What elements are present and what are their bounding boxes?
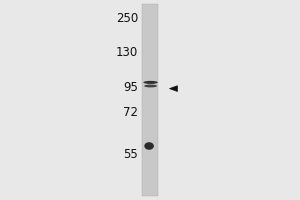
Text: 130: 130 [116, 46, 138, 60]
Text: 72: 72 [123, 106, 138, 119]
Polygon shape [169, 86, 177, 91]
Text: 250: 250 [116, 12, 138, 25]
Text: 95: 95 [123, 81, 138, 94]
Ellipse shape [144, 85, 157, 87]
Text: 55: 55 [123, 148, 138, 162]
Ellipse shape [143, 81, 158, 84]
Bar [142, 4, 158, 196]
Ellipse shape [144, 142, 154, 150]
